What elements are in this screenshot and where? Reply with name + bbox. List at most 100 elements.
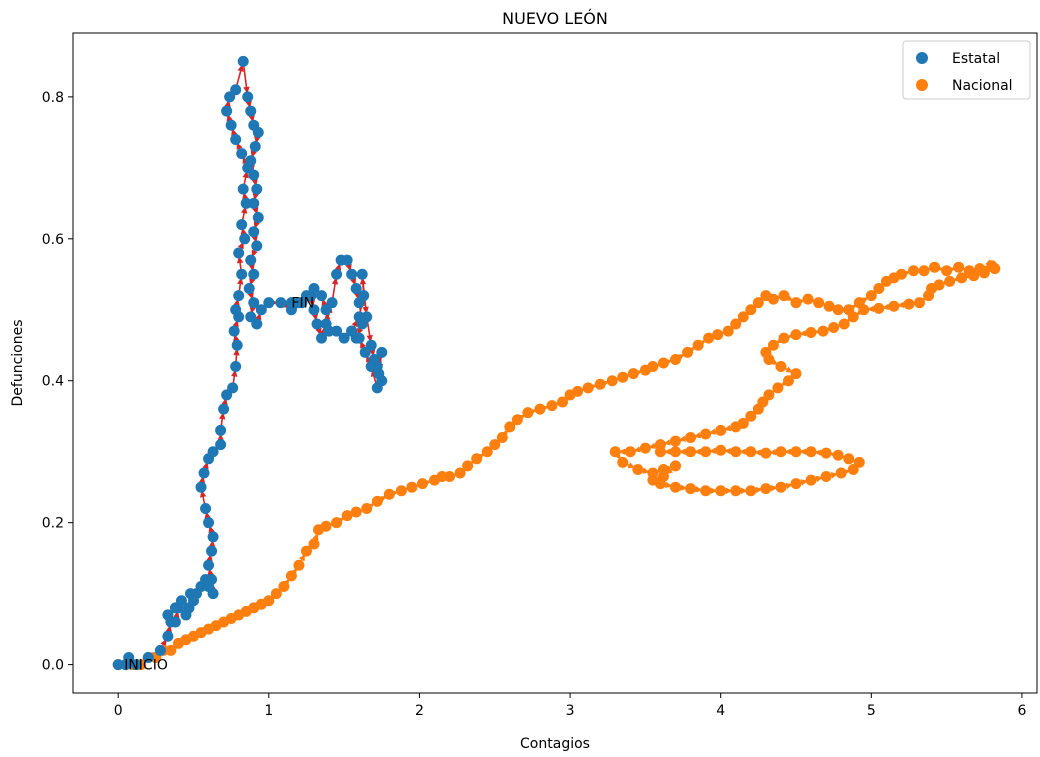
point-nacional: [383, 488, 395, 500]
point-nacional: [730, 446, 742, 458]
point-nacional: [670, 435, 681, 447]
point-estatal: [323, 325, 335, 337]
point-nacional: [670, 460, 681, 472]
point-estatal: [245, 155, 257, 167]
point-nacional: [371, 495, 383, 507]
arrowhead-nacional: [814, 449, 822, 456]
arrowhead-nacional: [881, 303, 890, 311]
point-nacional: [778, 332, 790, 344]
point-nacional: [657, 357, 669, 369]
point-nacional: [790, 478, 802, 490]
arrowhead-nacional: [708, 447, 716, 454]
point-nacional: [685, 483, 697, 495]
point-nacional: [953, 261, 965, 273]
point-nacional: [546, 400, 558, 412]
point-nacional: [790, 329, 802, 341]
point-estatal: [252, 212, 264, 224]
arrowhead-nacional: [740, 487, 748, 494]
point-nacional: [722, 325, 734, 337]
point-estatal: [275, 297, 287, 309]
legend: Estatal Nacional: [902, 40, 1031, 100]
arrowhead-estatal: [231, 369, 238, 377]
point-nacional: [888, 300, 900, 312]
point-estatal: [200, 502, 212, 514]
arrowhead-estatal: [219, 412, 226, 420]
point-estatal: [236, 219, 248, 231]
point-nacional: [760, 447, 772, 459]
point-estatal: [255, 304, 267, 316]
point-nacional: [462, 460, 474, 472]
point-estatal: [308, 304, 320, 316]
point-estatal: [316, 332, 328, 344]
point-nacional: [522, 407, 534, 419]
point-nacional: [767, 293, 779, 305]
point-nacional: [895, 268, 907, 280]
point-estatal: [346, 325, 358, 337]
point-estatal: [331, 325, 343, 337]
point-nacional: [692, 339, 704, 351]
point-estatal: [162, 630, 174, 642]
point-nacional: [865, 290, 877, 302]
point-nacional: [775, 446, 787, 458]
point-estatal: [365, 361, 377, 373]
point-estatal: [169, 616, 181, 628]
point-estatal: [248, 268, 260, 280]
point-nacional: [956, 272, 968, 284]
point-estatal: [169, 602, 181, 614]
point-nacional: [700, 428, 712, 440]
point-nacional: [989, 263, 1001, 275]
point-nacional: [782, 375, 794, 387]
point-estatal: [218, 403, 230, 415]
arrowhead-nacional: [663, 448, 671, 455]
point-estatal: [245, 254, 257, 266]
x-tick-label: 3: [566, 703, 575, 719]
arrowhead-nacional: [725, 487, 733, 494]
point-nacional: [670, 446, 681, 458]
point-nacional: [715, 485, 727, 497]
point-nacional: [775, 361, 787, 373]
x-axis-label: Contagios: [520, 736, 590, 752]
legend-box: [902, 40, 1031, 100]
point-nacional: [832, 304, 844, 316]
arrowhead-nacional: [783, 448, 791, 455]
point-estatal: [248, 297, 260, 309]
point-estatal: [203, 517, 215, 529]
point-estatal: [300, 290, 312, 302]
point-nacional: [772, 382, 784, 394]
point-estatal: [195, 481, 207, 493]
point-nacional: [873, 282, 885, 294]
point-estatal: [341, 254, 353, 266]
point-estatal: [221, 105, 233, 117]
point-nacional: [730, 485, 742, 497]
point-nacional: [285, 570, 297, 582]
point-estatal: [207, 446, 219, 458]
x-tick-label: 2: [415, 703, 424, 719]
point-nacional: [609, 446, 621, 458]
point-nacional: [978, 267, 990, 279]
point-estatal: [225, 119, 237, 131]
point-nacional: [843, 453, 855, 465]
arrowhead-nacional: [896, 301, 905, 308]
point-estatal: [154, 644, 166, 656]
point-nacional: [802, 293, 814, 305]
point-nacional: [944, 275, 956, 287]
point-estatal: [142, 652, 154, 664]
point-nacional: [752, 297, 764, 309]
point-nacional: [685, 432, 697, 444]
point-estatal: [233, 290, 245, 302]
point-nacional: [263, 595, 275, 607]
point-nacional: [331, 517, 343, 529]
point-nacional: [730, 318, 742, 330]
point-estatal: [346, 268, 358, 280]
y-tick-label: 0.6: [42, 232, 64, 248]
point-nacional: [617, 371, 629, 383]
arrowhead-nacional: [723, 448, 731, 455]
point-nacional: [670, 353, 681, 365]
point-nacional: [504, 421, 516, 433]
arrowhead-nacional: [799, 448, 806, 455]
point-nacional: [700, 485, 712, 497]
point-nacional: [308, 538, 320, 550]
point-estatal: [248, 197, 260, 209]
point-nacional: [760, 483, 772, 495]
point-nacional: [293, 559, 305, 571]
